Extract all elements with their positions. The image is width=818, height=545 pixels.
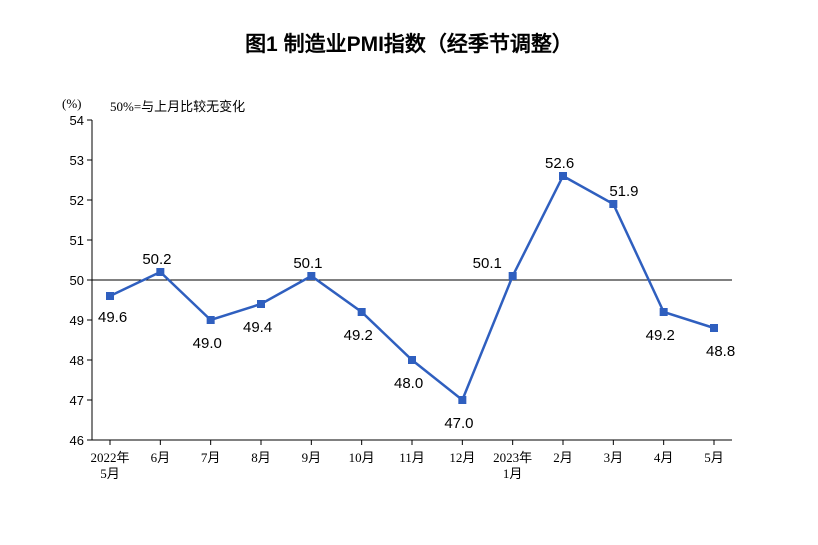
chart-plot-area: 4647484950515253542022年 5月6月7月8月9月10月11月… bbox=[92, 120, 732, 440]
data-label: 49.6 bbox=[98, 309, 127, 326]
data-label: 49.0 bbox=[193, 335, 222, 352]
data-label: 49.2 bbox=[344, 327, 373, 344]
data-marker bbox=[609, 200, 617, 208]
y-tick-label: 52 bbox=[58, 193, 84, 208]
y-tick-label: 53 bbox=[58, 153, 84, 168]
data-marker bbox=[156, 268, 164, 276]
chart-subtitle: 50%=与上月比较无变化 bbox=[110, 96, 245, 115]
data-label: 50.1 bbox=[473, 255, 502, 272]
y-tick-label: 46 bbox=[58, 433, 84, 448]
y-tick-label: 47 bbox=[58, 393, 84, 408]
data-label: 50.2 bbox=[142, 251, 171, 268]
chart-title: 图1 制造业PMI指数（经季节调整） bbox=[0, 28, 818, 58]
y-tick-label: 54 bbox=[58, 113, 84, 128]
data-label: 52.6 bbox=[545, 155, 574, 172]
y-axis-unit: (%) bbox=[62, 96, 82, 112]
data-marker bbox=[207, 316, 215, 324]
y-tick-label: 48 bbox=[58, 353, 84, 368]
data-marker bbox=[710, 324, 718, 332]
data-label: 49.4 bbox=[243, 319, 272, 336]
line-chart-svg bbox=[92, 120, 732, 448]
y-tick-label: 49 bbox=[58, 313, 84, 328]
data-marker bbox=[307, 272, 315, 280]
line-series bbox=[110, 176, 714, 400]
data-marker bbox=[257, 300, 265, 308]
data-label: 47.0 bbox=[444, 415, 473, 432]
data-marker bbox=[408, 356, 416, 364]
data-marker bbox=[458, 396, 466, 404]
x-tick-label: 5月 bbox=[684, 450, 744, 466]
data-marker bbox=[358, 308, 366, 316]
data-marker bbox=[559, 172, 567, 180]
y-tick-label: 51 bbox=[58, 233, 84, 248]
data-label: 49.2 bbox=[646, 327, 675, 344]
data-marker bbox=[660, 308, 668, 316]
data-label: 50.1 bbox=[293, 255, 322, 272]
y-tick-label: 50 bbox=[58, 273, 84, 288]
data-label: 48.0 bbox=[394, 375, 423, 392]
data-label: 51.9 bbox=[609, 183, 638, 200]
data-label: 48.8 bbox=[706, 343, 735, 360]
data-marker bbox=[106, 292, 114, 300]
data-marker bbox=[509, 272, 517, 280]
